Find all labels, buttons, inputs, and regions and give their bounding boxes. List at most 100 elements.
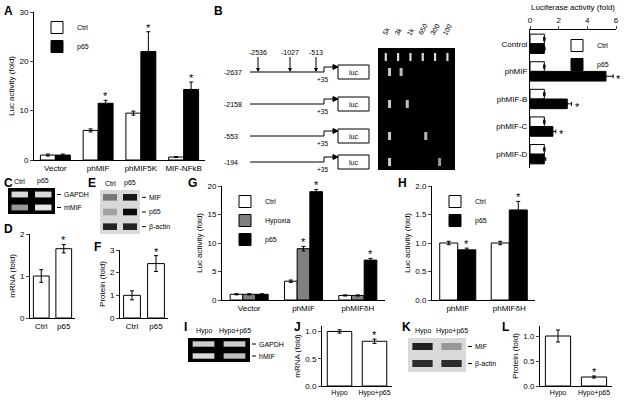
- svg-text:+35: +35: [317, 76, 328, 83]
- svg-text:β-actin: β-actin: [149, 223, 170, 231]
- svg-text:luc: luc: [349, 133, 358, 140]
- svg-text:MIF: MIF: [149, 194, 161, 201]
- svg-text:*: *: [61, 234, 66, 246]
- svg-text:mMIF: mMIF: [64, 204, 82, 211]
- svg-text:1.0: 1.0: [305, 327, 317, 336]
- svg-text:*: *: [464, 238, 469, 250]
- svg-text:Luc activity (fold): Luc activity (fold): [7, 56, 16, 116]
- svg-text:-1027: -1027: [281, 49, 299, 56]
- svg-text:-553: -553: [224, 133, 238, 140]
- svg-text:Ctrl: Ctrl: [126, 322, 139, 331]
- svg-text:*: *: [189, 72, 194, 84]
- svg-text:J: J: [294, 320, 301, 334]
- svg-text:3: 3: [110, 246, 115, 255]
- svg-text:0: 0: [212, 296, 217, 305]
- svg-text:20: 20: [207, 182, 216, 191]
- svg-text:*: *: [146, 22, 151, 34]
- svg-text:G: G: [188, 176, 197, 190]
- svg-text:1.5: 1.5: [415, 210, 427, 219]
- svg-text:Ctrl: Ctrl: [265, 198, 276, 205]
- svg-text:Ctrl: Ctrl: [14, 178, 25, 185]
- svg-text:β-actin: β-actin: [475, 360, 496, 368]
- svg-text:Protein (fold): Protein (fold): [511, 333, 520, 379]
- svg-text:*: *: [314, 179, 319, 191]
- svg-text:+35: +35: [317, 108, 328, 115]
- svg-text:MIF-NFkB: MIF-NFkB: [165, 164, 201, 173]
- svg-text:D: D: [4, 222, 13, 236]
- svg-text:0.5: 0.5: [305, 355, 317, 364]
- svg-text:1.0: 1.0: [523, 332, 535, 341]
- svg-text:MIF: MIF: [475, 343, 487, 350]
- svg-text:-2536: -2536: [249, 49, 267, 56]
- svg-text:B: B: [214, 4, 223, 18]
- svg-text:p65: p65: [475, 217, 487, 225]
- svg-text:Protein (fold): Protein (fold): [98, 261, 107, 307]
- svg-text:H: H: [398, 176, 407, 190]
- svg-text:p65: p65: [149, 208, 161, 216]
- svg-text:0.5: 0.5: [523, 357, 535, 366]
- svg-text:luc: luc: [349, 101, 358, 108]
- svg-text:hMIF: hMIF: [259, 353, 275, 360]
- svg-text:Hypo: Hypo: [415, 327, 431, 335]
- svg-text:*: *: [372, 329, 377, 341]
- svg-text:10: 10: [207, 239, 216, 248]
- svg-text:1: 1: [110, 291, 115, 300]
- svg-text:0: 0: [528, 16, 533, 25]
- svg-text:phMIF-B: phMIF-B: [497, 95, 528, 104]
- svg-text:mRNA (fold): mRNA (fold): [8, 254, 17, 298]
- svg-text:phMIF: phMIF: [87, 164, 110, 173]
- svg-text:phMIF5K: phMIF5K: [125, 164, 158, 173]
- svg-text:Hypo+p65: Hypo+p65: [219, 327, 251, 335]
- svg-text:3k: 3k: [393, 26, 403, 36]
- svg-text:Ctrl: Ctrl: [597, 42, 608, 49]
- svg-text:5: 5: [212, 267, 217, 276]
- svg-text:0.0: 0.0: [415, 296, 427, 305]
- svg-text:*: *: [575, 101, 580, 113]
- svg-text:-2637: -2637: [224, 69, 242, 76]
- svg-text:Hypo: Hypo: [550, 389, 566, 397]
- svg-text:30: 30: [19, 8, 28, 17]
- svg-text:luc: luc: [349, 159, 358, 166]
- svg-text:Hypoxia: Hypoxia: [265, 217, 290, 225]
- svg-text:Luciferase activity (fold): Luciferase activity (fold): [531, 3, 615, 12]
- svg-text:1.0: 1.0: [415, 239, 427, 248]
- svg-text:E: E: [88, 176, 96, 190]
- svg-text:0.5: 0.5: [415, 267, 427, 276]
- svg-text:phMIF: phMIF: [505, 67, 528, 76]
- svg-text:*: *: [154, 246, 159, 258]
- svg-text:5k: 5k: [381, 26, 391, 36]
- svg-text:4: 4: [585, 16, 590, 25]
- svg-text:-513: -513: [309, 49, 323, 56]
- svg-text:p65: p65: [124, 179, 136, 187]
- svg-text:2: 2: [20, 230, 25, 239]
- svg-text:GAPDH: GAPDH: [259, 341, 284, 348]
- svg-text:2: 2: [556, 16, 561, 25]
- svg-text:Hypo+p65: Hypo+p65: [578, 389, 610, 397]
- svg-text:*: *: [368, 248, 373, 260]
- svg-text:GAPDH: GAPDH: [64, 191, 89, 198]
- svg-text:Ctrl: Ctrl: [35, 322, 48, 331]
- svg-text:0: 0: [20, 314, 25, 323]
- svg-text:300: 300: [429, 23, 441, 37]
- svg-text:*: *: [301, 236, 306, 248]
- svg-text:phMIFδH: phMIFδH: [341, 304, 374, 313]
- svg-text:Ctrl: Ctrl: [475, 198, 486, 205]
- svg-text:I: I: [184, 320, 187, 334]
- svg-text:phMIFδH: phMIFδH: [493, 304, 526, 313]
- svg-text:phMIF-C: phMIF-C: [496, 122, 527, 131]
- svg-text:A: A: [4, 4, 13, 18]
- svg-text:phMIF: phMIF: [292, 304, 315, 313]
- svg-text:L: L: [502, 320, 509, 334]
- svg-text:Luc activity (fold): Luc activity (fold): [403, 213, 412, 273]
- svg-text:phMIF: phMIF: [446, 304, 469, 313]
- svg-text:p65: p65: [57, 322, 71, 331]
- svg-text:*: *: [103, 90, 108, 102]
- svg-text:p65: p65: [37, 177, 49, 185]
- svg-text:+35: +35: [317, 166, 328, 173]
- svg-text:*: *: [592, 366, 597, 378]
- svg-text:Luc activity (fold): Luc activity (fold): [195, 213, 204, 273]
- svg-text:F: F: [94, 240, 101, 254]
- svg-text:15: 15: [207, 210, 216, 219]
- svg-text:p65: p65: [149, 322, 163, 331]
- svg-text:phMIF-D: phMIF-D: [496, 150, 527, 159]
